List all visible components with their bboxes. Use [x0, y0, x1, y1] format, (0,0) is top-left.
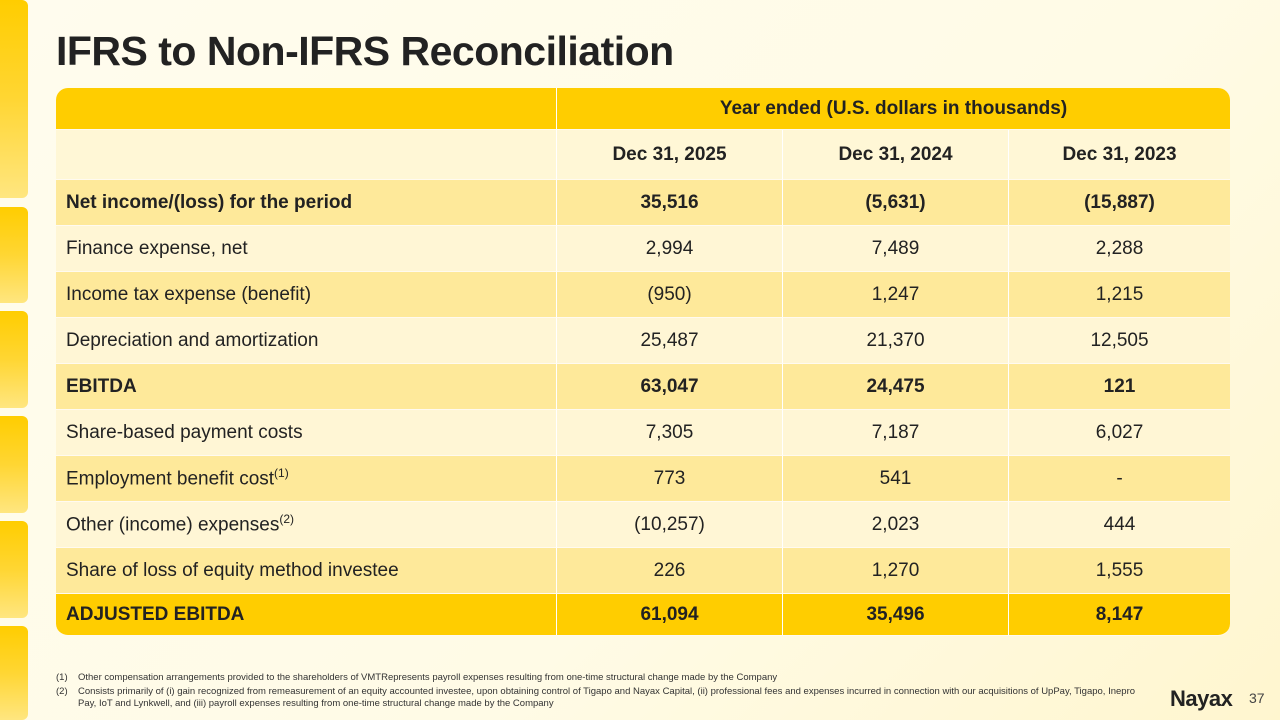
table-group-header: Year ended (U.S. dollars in thousands) [56, 88, 1230, 130]
sidebar-segment [0, 626, 28, 720]
sidebar-segment [0, 207, 28, 303]
row-label: Depreciation and amortization [56, 318, 557, 364]
row-value: 35,496 [783, 594, 1009, 636]
row-label: Employment benefit cost(1) [56, 456, 557, 502]
sidebar-segment [0, 0, 28, 198]
row-value: 63,047 [557, 364, 783, 410]
column-header: Dec 31, 2023 [1009, 130, 1230, 180]
decorative-sidebar [0, 0, 28, 720]
row-value: 121 [1009, 364, 1230, 410]
row-value: 61,094 [557, 594, 783, 636]
table-row: Finance expense, net 2,994 7,489 2,288 [56, 226, 1230, 272]
row-value: 2,994 [557, 226, 783, 272]
sidebar-segment [0, 311, 28, 408]
table-row: EBITDA 63,047 24,475 121 [56, 364, 1230, 410]
footnote-ref: (1) [274, 466, 289, 481]
row-value: (10,257) [557, 502, 783, 548]
row-value: 6,027 [1009, 410, 1230, 456]
row-label: Share of loss of equity method investee [56, 548, 557, 594]
table-row: ADJUSTED EBITDA 61,094 35,496 8,147 [56, 594, 1230, 636]
table-row: Net income/(loss) for the period 35,516 (5… [56, 180, 1230, 226]
row-value: 444 [1009, 502, 1230, 548]
row-label: ADJUSTED EBITDA [56, 594, 557, 636]
footnotes: (1) Other compensation arrangements provi… [56, 672, 1136, 712]
group-header: Year ended (U.S. dollars in thousands) [557, 88, 1230, 130]
footnote: (1) Other compensation arrangements provi… [56, 672, 778, 683]
sidebar-segment [0, 416, 28, 513]
row-value: 226 [557, 548, 783, 594]
row-label: Other (income) expenses(2) [56, 502, 557, 548]
row-value: 1,247 [783, 272, 1009, 318]
page-title: IFRS to Non-IFRS Reconciliation [56, 28, 674, 74]
row-value: (5,631) [783, 180, 1009, 226]
row-value: 1,215 [1009, 272, 1230, 318]
footnote: (2) Consists primarily of (i) gain recogn… [56, 686, 1136, 709]
row-value: 35,516 [557, 180, 783, 226]
table-row: Depreciation and amortization 25,487 21,37… [56, 318, 1230, 364]
footnote-ref: (2) [279, 512, 294, 527]
row-value: 25,487 [557, 318, 783, 364]
row-label: Net income/(loss) for the period [56, 180, 557, 226]
row-value: 8,147 [1009, 594, 1230, 636]
row-value: 1,270 [783, 548, 1009, 594]
row-value: 2,288 [1009, 226, 1230, 272]
table-row: Other (income) expenses(2) (10,257) 2,023 4… [56, 502, 1230, 548]
table-row: Employment benefit cost(1) 773 541- [56, 456, 1230, 502]
column-header: Dec 31, 2024 [783, 130, 1009, 180]
sidebar-segment [0, 521, 28, 618]
table-row: Share of loss of equity method investee 2… [56, 548, 1230, 594]
row-value: 1,555 [1009, 548, 1230, 594]
row-value: 2,023 [783, 502, 1009, 548]
row-value: 7,305 [557, 410, 783, 456]
table-row: Income tax expense (benefit) (950) 1,247 1,… [56, 272, 1230, 318]
row-label: Income tax expense (benefit) [56, 272, 557, 318]
row-value: (950) [557, 272, 783, 318]
row-label: Share-based payment costs [56, 410, 557, 456]
row-value: (15,887) [1009, 180, 1230, 226]
row-value: 541 [783, 456, 1009, 502]
row-value: 773 [557, 456, 783, 502]
table-row: Share-based payment costs 7,305 7,187 6,027 [56, 410, 1230, 456]
row-value: 7,489 [783, 226, 1009, 272]
row-label: EBITDA [56, 364, 557, 410]
table-column-header: Dec 31, 2025 Dec 31, 2024 Dec 31, 2023 [56, 130, 1230, 180]
row-value: 21,370 [783, 318, 1009, 364]
column-header: Dec 31, 2025 [557, 130, 783, 180]
row-value: - [1009, 456, 1230, 502]
row-value: 12,505 [1009, 318, 1230, 364]
page-number: 37 [1249, 690, 1265, 706]
row-value: 7,187 [783, 410, 1009, 456]
row-value: 24,475 [783, 364, 1009, 410]
row-label: Finance expense, net [56, 226, 557, 272]
reconciliation-table: Year ended (U.S. dollars in thousands) D… [56, 88, 1230, 636]
nayax-logo: Nayax [1170, 686, 1233, 711]
